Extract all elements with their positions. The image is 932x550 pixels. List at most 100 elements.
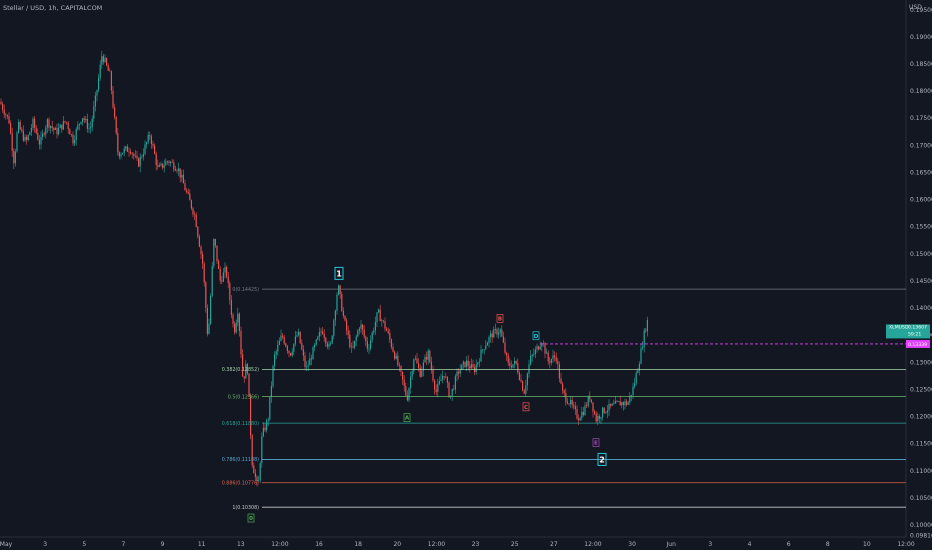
candle-body: [210, 296, 212, 324]
candle-body: [238, 313, 240, 331]
candle-body: [126, 146, 128, 152]
candle-body: [605, 412, 607, 413]
candle-body: [640, 348, 642, 364]
candle-body: [384, 321, 386, 329]
candle-body: [56, 128, 58, 135]
candle-body: [606, 410, 608, 413]
candle-body: [166, 161, 168, 163]
candle-body: [592, 402, 594, 412]
candle-body: [35, 127, 37, 133]
candle-body: [205, 282, 207, 309]
candle-body: [190, 200, 192, 209]
candle-body: [334, 310, 336, 321]
candle-body: [475, 364, 477, 373]
candle-body: [179, 168, 181, 178]
candle-body: [637, 370, 639, 374]
candle-body: [435, 389, 437, 392]
candle-body: [227, 276, 229, 283]
candle-body: [80, 121, 82, 124]
candle-body: [214, 239, 216, 246]
candle-body: [83, 118, 85, 121]
candle-body: [586, 405, 588, 407]
candle-body: [530, 355, 532, 365]
time-tick-label: 8: [826, 541, 830, 548]
candle-body: [597, 416, 599, 422]
candle-body: [141, 156, 143, 158]
candle-body: [178, 168, 180, 171]
candle-body: [248, 373, 250, 397]
candle-body: [222, 272, 224, 282]
candle-body: [98, 77, 100, 91]
wave-label-box: [496, 314, 504, 323]
candle-body: [22, 130, 24, 141]
candle-body: [406, 395, 408, 401]
candle-body: [42, 133, 44, 137]
candle-body: [509, 362, 511, 366]
candle-body: [10, 123, 12, 134]
candle-body: [69, 129, 71, 135]
candle-body: [566, 401, 568, 404]
candle-body: [221, 280, 223, 282]
time-tick-label: 12:00: [897, 541, 914, 548]
candle-body: [568, 403, 570, 405]
candle-body: [614, 401, 616, 404]
candle-body: [328, 344, 330, 347]
candle-body: [622, 402, 624, 406]
candle-body: [302, 349, 304, 356]
candle-body: [125, 146, 127, 149]
wave-label: E: [594, 441, 598, 447]
candle-body: [134, 155, 136, 157]
candle-body: [400, 365, 402, 372]
candle-body: [517, 363, 519, 373]
candle-body: [86, 118, 88, 129]
fib-level-label: 0.618(0.11880): [222, 421, 259, 427]
candle-body: [381, 320, 383, 322]
candle-body: [317, 336, 319, 340]
candle-body: [182, 174, 184, 184]
candle-body: [163, 165, 165, 168]
price-tag-bottom: [906, 339, 930, 348]
candle-body: [424, 357, 426, 363]
symbol-title: Stellar / USD, 1h, CAPITALCOM: [3, 4, 103, 12]
candle-body: [563, 390, 565, 394]
time-tick-label: 12:00: [584, 541, 601, 548]
candle-body: [251, 435, 253, 466]
price-tag-symbol: XLMUSD: [889, 324, 909, 330]
candle-body: [19, 121, 21, 130]
candle-body: [573, 404, 575, 407]
candle-body: [352, 346, 354, 348]
candle-body: [259, 463, 261, 481]
candle-body: [443, 375, 445, 377]
wave-label-box: [532, 331, 540, 341]
time-tick-label: 13: [237, 541, 245, 548]
candle-body: [291, 351, 293, 356]
candle-body: [552, 355, 554, 360]
candle-body: [40, 136, 42, 145]
candle-body: [635, 373, 637, 384]
candle-body: [261, 436, 263, 464]
candle-body: [104, 58, 106, 62]
candle-body: [459, 370, 461, 374]
candle-body: [277, 345, 279, 352]
candle-body: [11, 133, 13, 151]
time-tick-label: 6: [787, 541, 791, 548]
candle-body: [355, 336, 357, 341]
candle-body: [427, 350, 429, 360]
candle-body: [362, 324, 364, 330]
candle-body: [75, 129, 77, 140]
price-tag-countdown: 59:21: [908, 331, 921, 337]
candle-body: [414, 358, 416, 360]
candle-body: [576, 409, 578, 419]
candle-body: [37, 132, 39, 140]
candle-body: [187, 191, 189, 194]
candle-body: [230, 299, 232, 315]
candle-body: [624, 401, 626, 406]
candle-body: [296, 335, 298, 337]
candle-body: [456, 371, 458, 377]
price-tag-value: 0.13607: [908, 324, 927, 330]
